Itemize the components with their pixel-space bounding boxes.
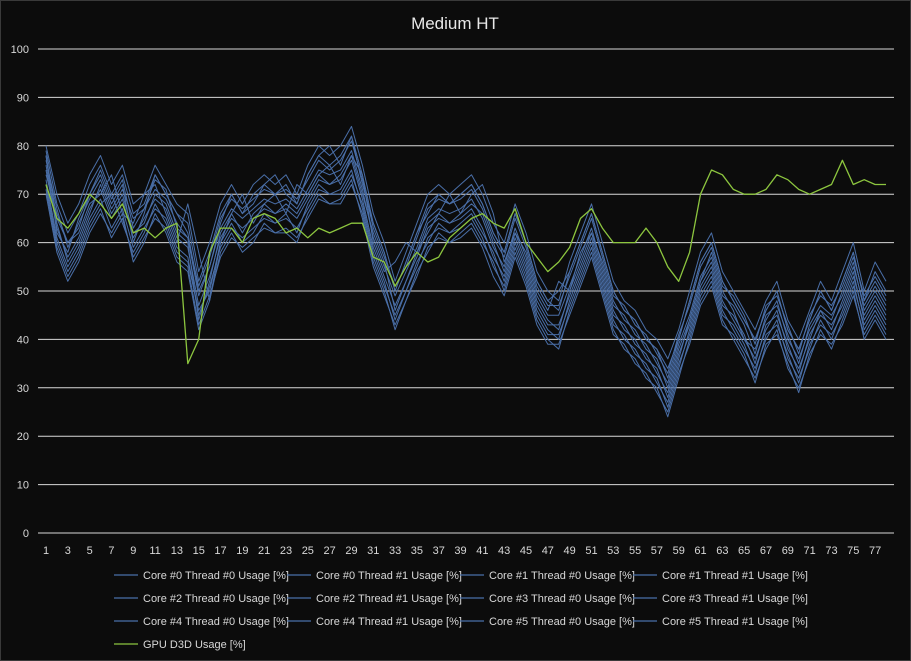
- x-tick-label: 75: [847, 545, 859, 557]
- x-tick-label: 1: [43, 545, 49, 557]
- x-tick-label: 51: [585, 545, 597, 557]
- x-tick-label: 29: [345, 545, 357, 557]
- series-line-4: [45, 174, 887, 408]
- x-tick-label: 15: [193, 545, 205, 557]
- x-axis-ticks: 1 3 5 7 9 11 13 15 17 19 21 23 25 27 29 31 33 35 37 39 41 43 4…: [43, 545, 881, 557]
- x-tick-label: 77: [869, 545, 881, 557]
- x-tick-label: 71: [804, 545, 816, 557]
- x-tick-label: 55: [629, 545, 641, 557]
- x-tick-label: 41: [476, 545, 488, 557]
- x-tick-label: 7: [108, 545, 114, 557]
- legend-label: Core #5 Thread #1 Usage [%]: [662, 616, 808, 628]
- x-tick-label: 49: [564, 545, 576, 557]
- x-tick-label: 33: [389, 545, 401, 557]
- x-tick-label: 67: [760, 545, 772, 557]
- y-tick-label: 0: [23, 528, 29, 540]
- legend-label: Core #0 Thread #1 Usage [%]: [316, 570, 462, 582]
- x-tick-label: 61: [694, 545, 706, 557]
- x-tick-label: 27: [324, 545, 336, 557]
- legend: Core #0 Thread #0 Usage [%] Core #0 Threa…: [114, 570, 808, 651]
- legend-label: Core #0 Thread #0 Usage [%]: [143, 570, 289, 582]
- x-tick-label: 19: [236, 545, 248, 557]
- x-tick-label: 9: [130, 545, 136, 557]
- x-tick-label: 21: [258, 545, 270, 557]
- legend-label: Core #5 Thread #0 Usage [%]: [489, 616, 635, 628]
- y-axis-ticks: 0 10 20 30 40 50 60 70 80 90 100: [11, 44, 29, 540]
- chart-title: Medium HT: [411, 14, 499, 33]
- x-tick-label: 11: [149, 545, 160, 557]
- y-tick-label: 70: [17, 189, 29, 201]
- legend-label: Core #1 Thread #1 Usage [%]: [662, 570, 808, 582]
- x-tick-label: 39: [454, 545, 466, 557]
- y-tick-label: 50: [17, 286, 29, 298]
- x-tick-label: 23: [280, 545, 292, 557]
- y-tick-label: 30: [17, 383, 29, 395]
- y-tick-label: 10: [17, 480, 29, 492]
- series-line-7: [45, 150, 887, 384]
- y-tick-label: 100: [11, 44, 29, 56]
- y-tick-label: 90: [17, 92, 29, 104]
- x-tick-label: 47: [542, 545, 554, 557]
- x-tick-label: 53: [607, 545, 619, 557]
- gridlines: [38, 48, 894, 534]
- y-tick-label: 80: [17, 141, 29, 153]
- legend-label: Core #4 Thread #0 Usage [%]: [143, 616, 289, 628]
- x-tick-label: 31: [367, 545, 379, 557]
- legend-label: Core #4 Thread #1 Usage [%]: [316, 616, 462, 628]
- series-line-11: [45, 179, 887, 413]
- x-tick-label: 45: [520, 545, 532, 557]
- x-tick-label: 35: [411, 545, 423, 557]
- series-line-8: [45, 159, 887, 394]
- x-tick-label: 17: [214, 545, 226, 557]
- legend-label: GPU D3D Usage [%]: [143, 639, 246, 651]
- series-line-1: [45, 155, 887, 389]
- series-line-10: [45, 140, 887, 374]
- series-line-3: [45, 155, 887, 398]
- legend-label: Core #3 Thread #0 Usage [%]: [489, 593, 635, 605]
- x-tick-label: 43: [498, 545, 510, 557]
- x-tick-label: 13: [171, 545, 183, 557]
- x-tick-label: 63: [716, 545, 728, 557]
- legend-label: Core #2 Thread #0 Usage [%]: [143, 593, 289, 605]
- x-tick-label: 73: [825, 545, 837, 557]
- y-tick-label: 60: [17, 238, 29, 250]
- series-lines: [45, 125, 887, 418]
- x-tick-label: 59: [673, 545, 685, 557]
- legend-label: Core #2 Thread #1 Usage [%]: [316, 593, 462, 605]
- y-tick-label: 40: [17, 334, 29, 346]
- x-tick-label: 3: [65, 545, 71, 557]
- series-line-5: [45, 135, 887, 379]
- x-tick-label: 5: [87, 545, 93, 557]
- legend-label: Core #1 Thread #0 Usage [%]: [489, 570, 635, 582]
- x-tick-label: 69: [782, 545, 794, 557]
- x-tick-label: 57: [651, 545, 663, 557]
- x-tick-label: 65: [738, 545, 750, 557]
- x-tick-label: 25: [302, 545, 314, 557]
- y-tick-label: 20: [17, 431, 29, 443]
- legend-label: Core #3 Thread #1 Usage [%]: [662, 593, 808, 605]
- series-line-12: [45, 159, 886, 365]
- series-line-0: [45, 135, 887, 369]
- series-line-2: [45, 125, 887, 360]
- x-tick-label: 37: [433, 545, 445, 557]
- series-line-6: [45, 184, 887, 418]
